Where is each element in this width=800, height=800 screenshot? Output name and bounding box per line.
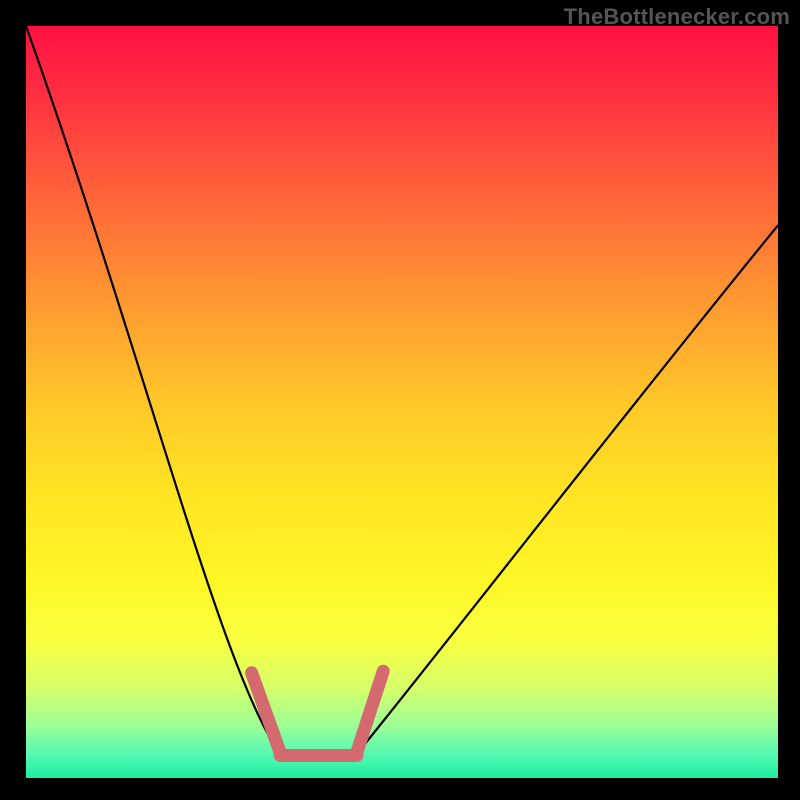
chart-container: TheBottlenecker.com: [0, 0, 800, 800]
watermark-text: TheBottlenecker.com: [564, 4, 790, 30]
bottleneck-curve-chart: [0, 0, 800, 800]
plot-background: [26, 26, 778, 778]
